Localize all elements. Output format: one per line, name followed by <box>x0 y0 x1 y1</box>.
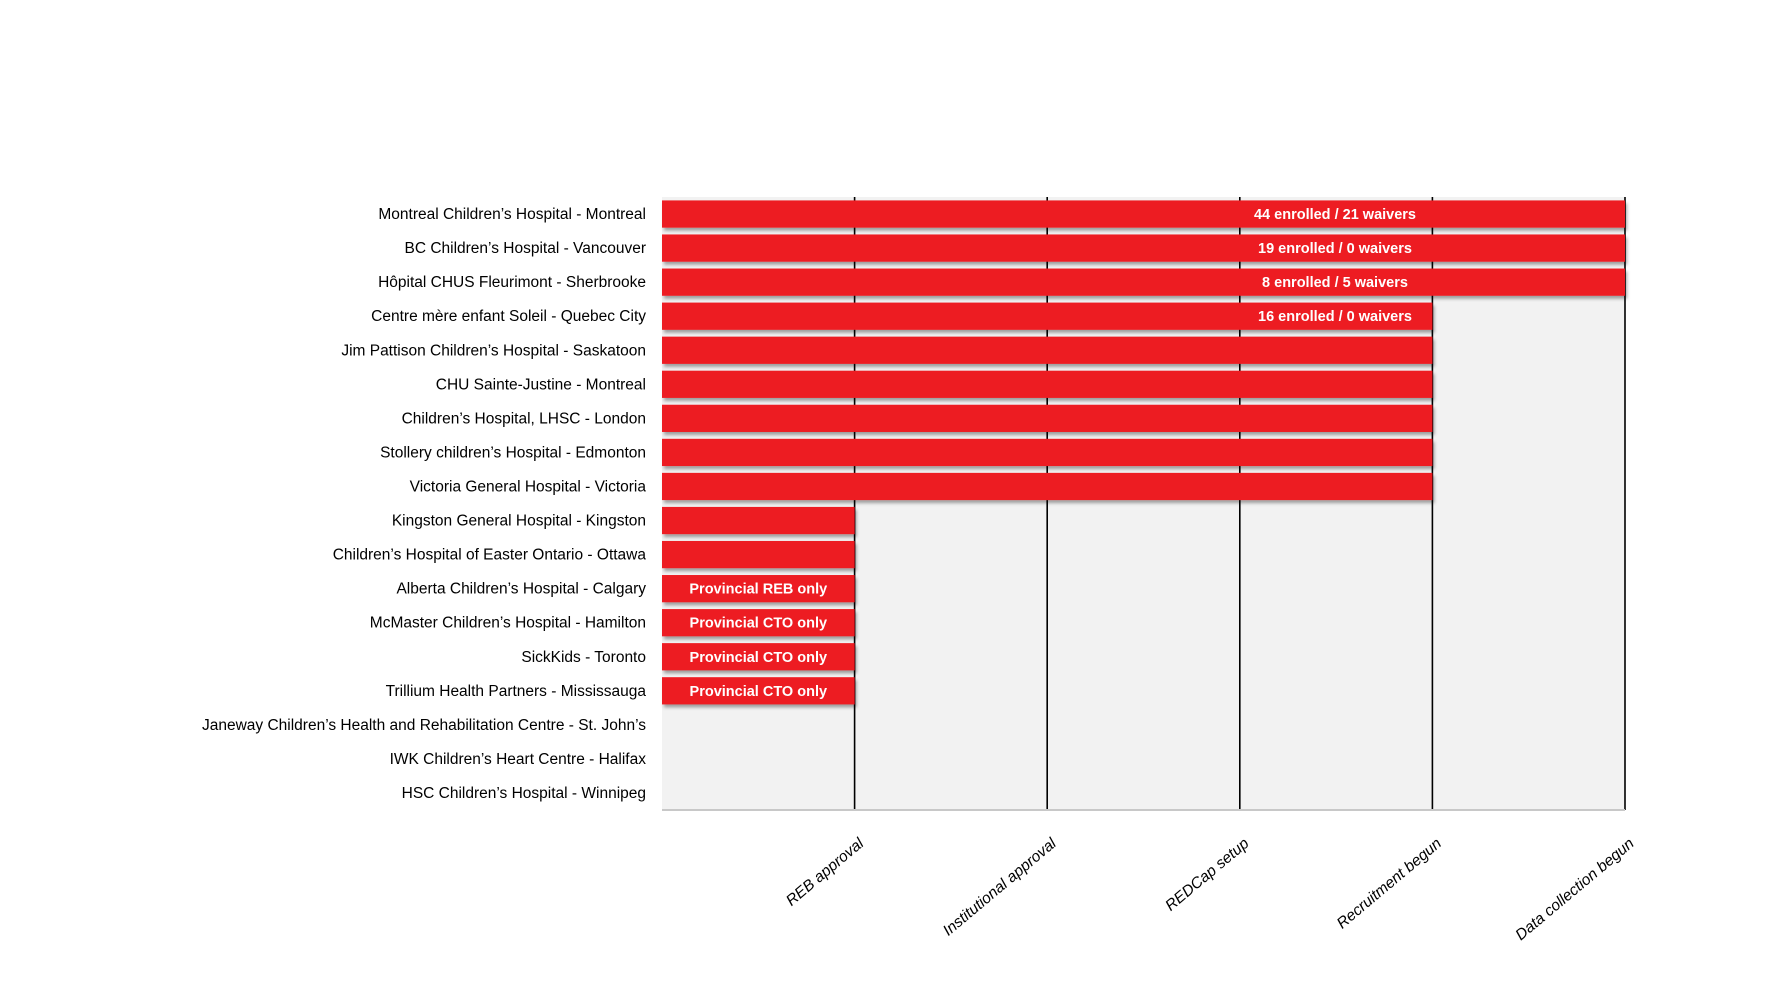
bar-data-label: 19 enrolled / 0 waivers <box>1258 241 1412 257</box>
site-label: BC Children’s Hospital - Vancouver <box>404 240 646 257</box>
site-label: Montreal Children’s Hospital - Montreal <box>378 206 646 223</box>
progress-bar <box>662 268 1625 296</box>
progress-bar <box>662 234 1625 262</box>
progress-bar <box>662 200 1625 228</box>
site-label: Hôpital CHUS Fleurimont - Sherbrooke <box>378 274 646 291</box>
progress-bar <box>662 609 855 637</box>
bar-data-label: 16 enrolled / 0 waivers <box>1258 309 1412 325</box>
site-label: McMaster Children’s Hospital - Hamilton <box>370 615 646 632</box>
progress-bar <box>662 643 855 671</box>
site-label: Stollery children’s Hospital - Edmonton <box>380 444 646 461</box>
bar-data-label: 8 enrolled / 5 waivers <box>1262 275 1408 291</box>
site-label: Kingston General Hospital - Kingston <box>392 513 646 530</box>
site-label: HSC Children’s Hospital - Winnipeg <box>402 785 646 802</box>
site-label: Centre mère enfant Soleil - Quebec City <box>371 308 646 325</box>
stage-tick-label: Recruitment begun <box>1334 835 1445 932</box>
site-label: Victoria General Hospital - Victoria <box>410 478 647 495</box>
site-label: Alberta Children’s Hospital - Calgary <box>396 581 646 598</box>
progress-bar <box>662 506 855 535</box>
bar-data-label: 44 enrolled / 21 waivers <box>1254 207 1416 223</box>
bar-data-label: Provincial REB only <box>689 582 827 598</box>
progress-bar <box>662 336 1433 364</box>
progress-bar <box>662 370 1433 398</box>
bar-data-label: Provincial CTO only <box>690 650 828 666</box>
stage-tick-label: REDCap setup <box>1162 835 1252 915</box>
site-label: Children’s Hospital of Easter Ontario - … <box>333 547 647 564</box>
site-label: CHU Sainte-Justine - Montreal <box>436 376 646 393</box>
site-label: IWK Children’s Heart Centre - Halifax <box>390 751 647 768</box>
site-label: Jim Pattison Children’s Hospital - Saska… <box>341 342 646 359</box>
plot-area <box>662 197 1625 810</box>
bar-data-label: Provincial CTO only <box>690 616 828 632</box>
progress-bar <box>662 438 1433 467</box>
progress-bar <box>662 472 1433 501</box>
progress-bar <box>662 540 855 569</box>
progress-bar <box>662 404 1433 432</box>
site-label: SickKids - Toronto <box>521 649 646 666</box>
site-label: Children’s Hospital, LHSC - London <box>402 410 646 427</box>
bar-data-label: Provincial CTO only <box>690 684 828 700</box>
site-label: Trillium Health Partners - Mississauga <box>386 683 647 700</box>
stage-tick-label: Data collection begun <box>1512 835 1637 944</box>
progress-bar <box>662 677 855 705</box>
progress-bar <box>662 575 855 603</box>
progress-bar <box>662 302 1433 330</box>
stage-tick-label: Institutional approval <box>940 835 1060 940</box>
stage-tick-label: REB approval <box>783 835 868 910</box>
site-label: Janeway Children’s Health and Rehabilita… <box>202 717 646 734</box>
